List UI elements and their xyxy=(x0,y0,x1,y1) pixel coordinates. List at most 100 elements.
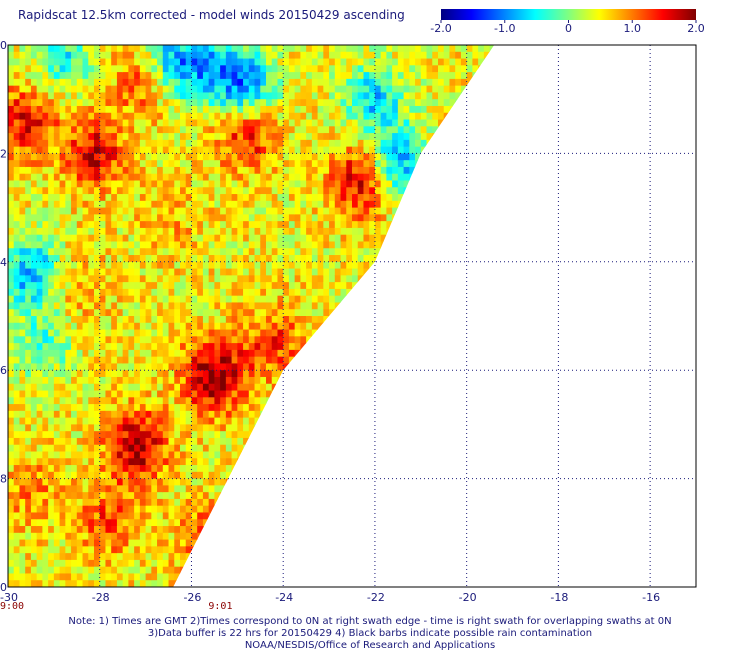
swath-cell xyxy=(220,417,227,425)
swath-cell xyxy=(48,112,55,121)
swath-cell xyxy=(116,553,124,561)
swath-cell xyxy=(352,559,359,568)
swath-cell xyxy=(271,376,279,385)
swath-cell xyxy=(111,268,118,276)
swath-cell xyxy=(30,526,38,534)
swath-cell xyxy=(122,65,129,73)
swath-cell xyxy=(25,465,32,473)
swath-cell xyxy=(300,45,307,53)
swath-cell xyxy=(19,498,26,507)
swath-cell xyxy=(48,58,55,66)
swath-cell xyxy=(323,200,330,209)
swath-cell xyxy=(76,153,84,161)
swath-cell xyxy=(202,573,210,581)
swath-cell xyxy=(346,471,353,480)
swath-cell xyxy=(65,221,72,229)
swath-cell xyxy=(25,99,32,107)
swath-cell xyxy=(99,194,107,202)
swath-cell xyxy=(311,248,319,256)
swath-cell xyxy=(283,329,290,337)
swath-cell xyxy=(288,268,296,276)
swath-cell xyxy=(191,309,198,317)
swath-cell xyxy=(248,227,256,236)
swath-cell xyxy=(334,505,342,514)
swath-cell xyxy=(99,546,107,554)
swath-cell xyxy=(306,566,313,575)
swath-cell xyxy=(271,397,279,405)
swath-cell xyxy=(94,390,101,398)
swath-cell xyxy=(220,248,227,256)
swath-cell xyxy=(300,505,307,514)
swath-cell xyxy=(248,566,256,575)
swath-cell xyxy=(266,214,273,222)
swath-cell xyxy=(323,248,330,256)
swath-cell xyxy=(139,370,147,378)
swath-cell xyxy=(288,288,296,297)
swath-cell xyxy=(340,444,347,453)
swath-cell xyxy=(162,194,170,202)
swath-cell xyxy=(185,194,193,202)
swath-cell xyxy=(157,336,164,344)
swath-cell xyxy=(82,187,89,195)
swath-cell xyxy=(260,356,267,365)
swath-cell xyxy=(288,234,296,243)
swath-cell xyxy=(208,424,215,432)
swath-cell xyxy=(30,329,38,337)
swath-cell xyxy=(185,105,193,114)
swath-cell xyxy=(128,498,135,507)
swath-cell xyxy=(260,268,267,276)
swath-cell xyxy=(237,207,244,215)
swath-cell xyxy=(311,492,319,500)
swath-cell xyxy=(208,241,215,249)
swath-cell xyxy=(145,173,152,182)
swath-cell xyxy=(36,383,43,392)
swath-cell xyxy=(294,431,301,439)
swath-cell xyxy=(271,214,279,222)
swath-cell xyxy=(145,532,152,541)
swath-cell xyxy=(266,275,273,283)
swath-cell xyxy=(36,160,43,168)
swath-cell xyxy=(94,566,101,575)
swath-cell xyxy=(162,316,170,324)
swath-cell xyxy=(30,282,38,290)
swath-cell xyxy=(174,336,181,344)
swath-cell xyxy=(317,492,324,500)
swath-cell xyxy=(99,268,107,276)
swath-cell xyxy=(76,417,84,425)
swath-cell xyxy=(340,573,347,581)
swath-cell xyxy=(48,261,55,270)
swath-cell xyxy=(340,72,347,80)
swath-cell xyxy=(145,234,152,243)
swath-cell xyxy=(65,478,72,486)
swath-cell xyxy=(174,539,181,547)
swath-cell xyxy=(30,498,38,507)
swath-cell xyxy=(8,227,15,236)
swath-cell xyxy=(157,451,164,459)
swath-cell xyxy=(53,51,61,60)
swath-cell xyxy=(225,160,233,168)
swath-cell xyxy=(260,417,267,425)
swath-cell xyxy=(19,539,26,547)
swath-cell xyxy=(254,349,261,358)
swath-cell xyxy=(139,566,147,575)
swath-cell xyxy=(306,133,313,141)
swath-cell xyxy=(139,498,147,507)
swath-cell xyxy=(53,160,61,168)
swath-cell xyxy=(82,295,89,304)
swath-cell xyxy=(111,458,118,466)
swath-cell xyxy=(94,580,101,587)
swath-cell xyxy=(82,526,89,534)
swath-cell xyxy=(243,336,250,344)
swath-cell xyxy=(94,99,101,107)
swath-cell xyxy=(191,146,198,154)
swath-cell xyxy=(128,302,135,310)
swath-cell xyxy=(363,261,370,270)
swath-cell xyxy=(288,133,296,141)
swath-cell xyxy=(185,485,193,493)
swath-cell xyxy=(162,519,170,527)
swath-cell xyxy=(248,498,256,507)
swath-cell xyxy=(202,451,210,459)
swath-cell xyxy=(288,383,296,392)
swath-cell xyxy=(25,309,32,317)
swath-cell xyxy=(71,51,78,60)
